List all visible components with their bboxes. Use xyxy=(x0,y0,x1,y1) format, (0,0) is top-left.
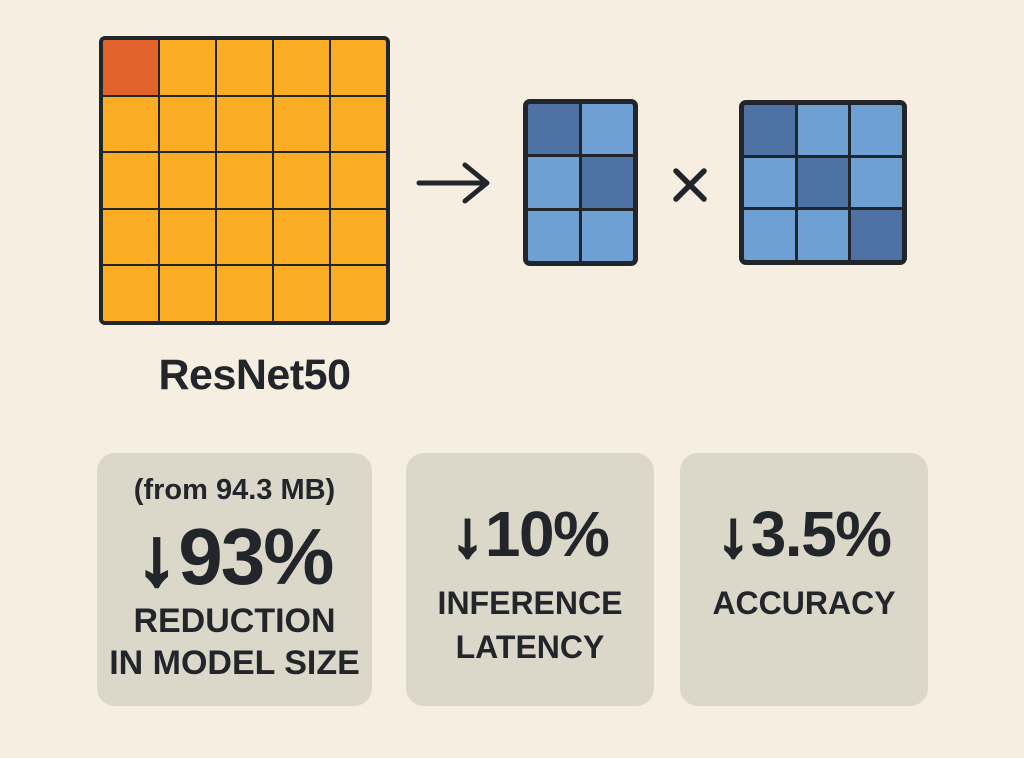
multiply-icon xyxy=(673,168,707,202)
stat-label: ACCURACY xyxy=(712,581,895,625)
arrow-right-icon xyxy=(416,162,490,204)
factor-matrix-a xyxy=(523,99,638,266)
matrix-cell xyxy=(528,157,579,208)
stat-label-line: LATENCY xyxy=(455,629,605,665)
matrix-cell xyxy=(217,209,272,265)
matrix-cell xyxy=(160,153,215,208)
matrix-cell xyxy=(528,104,579,155)
stat-note: (from 94.3 MB) xyxy=(133,474,336,506)
stat-value: ↓3.5% xyxy=(716,498,892,570)
matrix-cell xyxy=(103,209,158,265)
matrix-cell xyxy=(582,104,633,155)
down-arrow-icon: ↓ xyxy=(135,512,179,601)
matrix-cell xyxy=(217,266,272,321)
matrix-cell xyxy=(274,209,329,265)
stat-value: ↓93% xyxy=(135,512,335,601)
matrix-cell xyxy=(217,153,272,208)
matrix-cell xyxy=(331,209,386,265)
matrix-cell xyxy=(331,96,386,152)
stat-card-model-size: (from 94.3 MB) ↓93% REDUCTION IN MODEL S… xyxy=(97,453,372,706)
matrix-cell xyxy=(797,210,849,260)
matrix-cell xyxy=(274,40,329,95)
stat-label-line: REDUCTION xyxy=(133,602,336,640)
down-arrow-icon: ↓ xyxy=(450,498,485,570)
matrix-cell xyxy=(217,40,272,95)
matrix-cell xyxy=(217,96,272,152)
matrix-cell xyxy=(160,40,215,95)
matrix-cell xyxy=(582,210,633,261)
matrix-cell xyxy=(744,105,795,155)
matrix-cell xyxy=(331,40,386,95)
matrix-cell xyxy=(274,153,329,208)
matrix-cell xyxy=(851,105,902,155)
matrix-cell xyxy=(160,266,215,321)
stat-card-accuracy: ↓3.5% ACCURACY xyxy=(680,453,928,706)
matrix-cell xyxy=(851,157,902,208)
stat-label-line: INFERENCE xyxy=(437,585,623,621)
matrix-cell xyxy=(528,210,579,261)
matrix-cell xyxy=(160,96,215,152)
matrix-cell xyxy=(797,105,849,155)
matrix-cell xyxy=(103,40,158,95)
matrix-cell xyxy=(103,266,158,321)
matrix-cell xyxy=(744,157,795,208)
matrix-cell xyxy=(331,266,386,321)
stat-value: ↓10% xyxy=(450,498,610,570)
matrix-cell xyxy=(274,96,329,152)
stat-label-line: IN MODEL SIZE xyxy=(109,644,360,682)
stat-card-latency: ↓10% INFERENCE LATENCY xyxy=(406,453,654,706)
matrix-cell xyxy=(160,209,215,265)
matrix-cell xyxy=(744,210,795,260)
model-label: ResNet50 xyxy=(158,351,352,399)
matrix-cell xyxy=(274,266,329,321)
stat-label: INFERENCE LATENCY xyxy=(438,581,623,669)
matrix-cell xyxy=(851,210,902,260)
matrix-cell xyxy=(103,96,158,152)
matrix-cell xyxy=(331,153,386,208)
matrix-cell xyxy=(582,157,633,208)
down-arrow-icon: ↓ xyxy=(716,498,751,570)
stat-label: REDUCTION IN MODEL SIZE xyxy=(109,600,360,684)
matrix-cell xyxy=(797,157,849,208)
factor-matrix-b xyxy=(739,100,907,265)
weight-matrix xyxy=(99,36,390,325)
stat-label-line: ACCURACY xyxy=(712,585,896,621)
matrix-cell xyxy=(103,153,158,208)
